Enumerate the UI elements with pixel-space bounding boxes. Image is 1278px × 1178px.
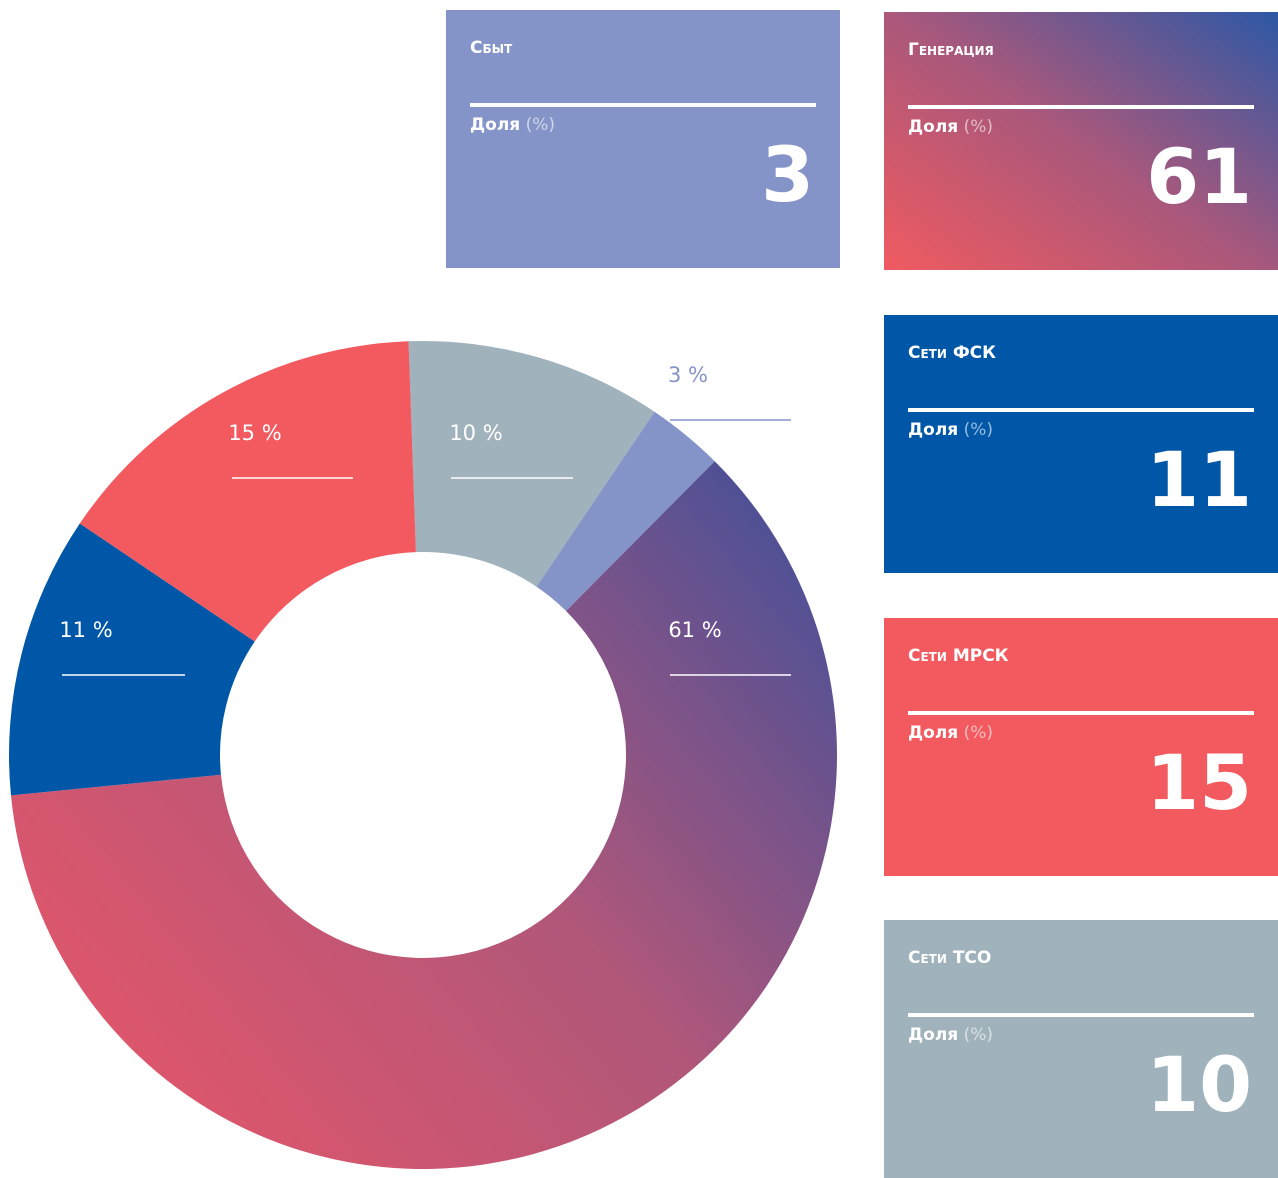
share-unit: (%) <box>525 115 556 135</box>
card-value: 3 <box>761 130 814 219</box>
card-value: 11 <box>1146 435 1252 524</box>
share-unit: (%) <box>963 420 994 440</box>
data-label: 10 % <box>449 421 502 445</box>
share-label: Доля <box>908 117 959 137</box>
card-value: 15 <box>1146 738 1252 827</box>
card-rule <box>908 711 1254 715</box>
card-title: Сети ФСК <box>908 343 997 363</box>
data-label: 3 % <box>668 363 708 387</box>
share-label: Доля <box>908 723 959 743</box>
card-title: Генерация <box>908 40 994 60</box>
card-rule <box>908 1013 1254 1017</box>
card-title: Сбыт <box>470 38 513 58</box>
share-unit: (%) <box>963 723 994 743</box>
share-label: Доля <box>908 1025 959 1045</box>
donut-slice <box>408 341 655 587</box>
card-label: Доля (%) <box>908 723 993 743</box>
donut-slice <box>10 461 838 1170</box>
card-rule <box>908 105 1254 109</box>
card-value: 61 <box>1146 132 1252 221</box>
card-label: Доля (%) <box>908 1025 993 1045</box>
share-unit: (%) <box>963 117 994 137</box>
card-title: Сети МРСК <box>908 646 1009 666</box>
segment-card: Сети МРСК Доля (%) 15 <box>884 618 1278 876</box>
data-label: 11 % <box>59 618 112 642</box>
card-title: Сети ТСО <box>908 948 992 968</box>
donut-slice <box>9 523 255 796</box>
card-rule <box>470 103 816 107</box>
card-rule <box>908 408 1254 412</box>
segment-card: Генерация Доля (%) 61 <box>884 12 1278 270</box>
share-unit: (%) <box>963 1025 994 1045</box>
card-label: Доля (%) <box>470 115 555 135</box>
donut-slice <box>536 411 715 611</box>
card-label: Доля (%) <box>908 420 993 440</box>
segment-card: Сети ФСК Доля (%) 11 <box>884 315 1278 573</box>
segment-card: Сбыт Доля (%) 3 <box>446 10 840 268</box>
card-value: 10 <box>1146 1040 1252 1129</box>
card-label: Доля (%) <box>908 117 993 137</box>
data-label: 15 % <box>228 421 281 445</box>
donut-slice <box>79 341 416 642</box>
share-label: Доля <box>908 420 959 440</box>
data-label: 61 % <box>668 618 721 642</box>
share-label: Доля <box>470 115 521 135</box>
segment-card: Сети ТСО Доля (%) 10 <box>884 920 1278 1178</box>
